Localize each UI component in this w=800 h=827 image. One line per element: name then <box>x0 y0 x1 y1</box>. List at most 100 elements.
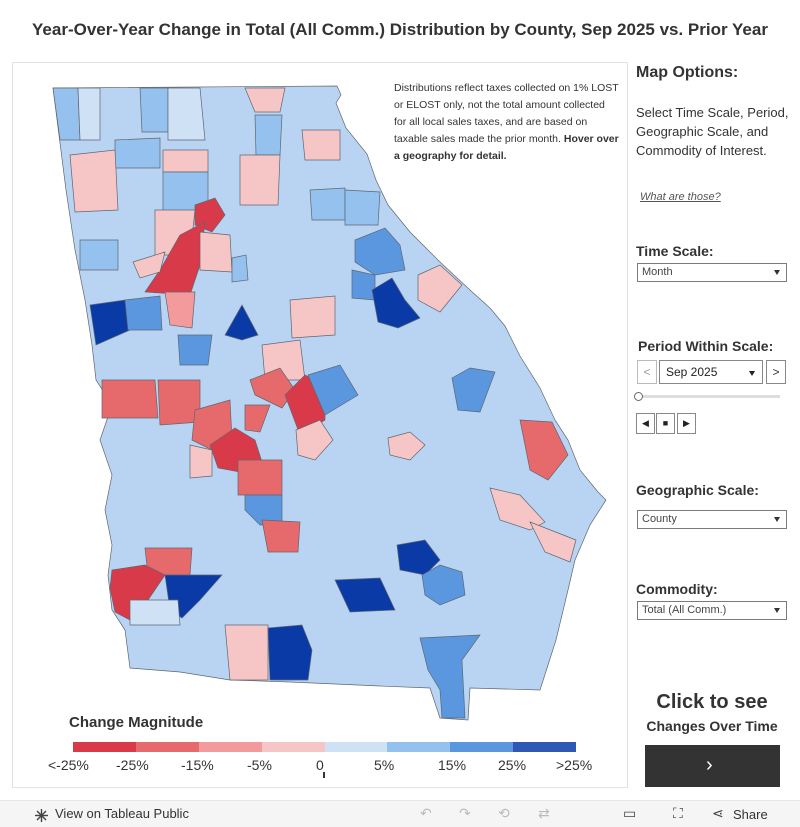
tableau-toolbar: View on Tableau Public ↶ ↷ ⟲ ⇄ ▭ ⛶ ⋖ Sha… <box>0 800 800 827</box>
georgia-map-group <box>52 85 607 721</box>
county-bryan <box>529 521 577 563</box>
what-are-those-link[interactable]: What are those? <box>640 191 721 203</box>
cta-subheading: Changes Over Time <box>646 718 778 734</box>
legend-swatch-7 <box>450 742 514 752</box>
cta-heading: Click to see <box>656 691 768 713</box>
map-options-title: Map Options: <box>636 64 739 81</box>
legend-swatch-3 <box>198 742 262 752</box>
county-houston <box>237 459 283 496</box>
county-hancock <box>307 364 359 416</box>
step-forward-icon: ▶ <box>683 418 690 428</box>
chevron-down-icon <box>774 270 780 275</box>
county-gordon <box>114 137 161 169</box>
changes-over-time-button[interactable]: › <box>645 745 780 787</box>
chevron-right-icon: > <box>772 365 780 379</box>
county-floyd <box>69 149 119 213</box>
county-crisp <box>261 519 301 553</box>
county-monroe <box>244 404 271 433</box>
view-on-tableau-link[interactable]: View on Tableau Public <box>55 806 189 821</box>
period-label: Period Within Scale: <box>638 338 774 354</box>
step-forward-button[interactable]: ▶ <box>677 413 696 434</box>
time-scale-select[interactable]: Month <box>637 263 787 282</box>
county-union <box>244 87 286 113</box>
step-back-button[interactable]: ◀ <box>636 413 655 434</box>
county-columbia <box>371 277 421 329</box>
county-meriwether <box>157 379 201 426</box>
legend-label-4: -5% <box>247 757 272 773</box>
period-control: < Sep 2025 > <box>637 360 787 384</box>
legend-swatch-6 <box>387 742 451 752</box>
county-wilkes <box>351 269 376 301</box>
geographic-scale-select[interactable]: County <box>637 510 787 529</box>
county-carroll <box>124 295 163 331</box>
county-elbert <box>354 227 406 276</box>
county-crawford <box>189 444 213 479</box>
stop-button[interactable]: ■ <box>656 413 675 434</box>
geographic-scale-label: Geographic Scale: <box>636 482 759 498</box>
legend-swatch-4 <box>261 742 325 752</box>
county-murray <box>167 87 206 141</box>
fullscreen-icon[interactable]: ⛶ <box>673 805 683 821</box>
geographic-scale-value: County <box>642 513 677 525</box>
page-title: Year-Over-Year Change in Total (All Comm… <box>32 20 768 39</box>
map-note-text: Distributions reflect taxes collected on… <box>394 82 619 145</box>
legend-zero-tick <box>323 772 325 778</box>
time-scale-value: Month <box>642 266 673 278</box>
county-whitfield <box>139 87 169 133</box>
county-white <box>254 114 283 156</box>
map-options-description: Select Time Scale, Period, Geographic Sc… <box>636 105 789 158</box>
county-walker <box>77 87 101 141</box>
county-hall <box>239 154 281 206</box>
county-ware <box>419 634 481 719</box>
chevron-down-icon <box>774 608 780 613</box>
legend-swatch-5 <box>324 742 388 752</box>
legend-swatch-8 <box>513 742 576 752</box>
county-dade <box>52 87 81 141</box>
county-coffee <box>334 577 396 613</box>
period-slider-handle[interactable] <box>634 392 643 401</box>
share-button[interactable]: Share <box>733 807 768 822</box>
redo-icon[interactable]: ↷ <box>459 805 471 821</box>
legend-swatch-2 <box>135 742 199 752</box>
legend-label-1: <-25% <box>48 757 89 773</box>
legend-swatch-1 <box>73 742 136 752</box>
undo-icon[interactable]: ↶ <box>420 805 432 821</box>
chevron-right-icon: › <box>706 754 713 776</box>
comment-icon[interactable]: ▭ <box>623 805 637 821</box>
legend-bar <box>73 742 576 752</box>
refresh-icon[interactable]: ⇄ <box>538 805 550 821</box>
county-polk <box>79 239 119 271</box>
county-early <box>129 599 181 626</box>
commodity-select[interactable]: Total (All Comm.) <box>637 601 787 620</box>
county-washington <box>387 431 426 461</box>
legend-label-6: 5% <box>374 757 395 773</box>
county-fayette <box>164 291 196 329</box>
share-icon[interactable]: ⋖ <box>712 805 724 821</box>
chevron-down-icon <box>774 517 780 522</box>
county-hart <box>344 189 381 226</box>
step-back-icon: ◀ <box>642 418 649 428</box>
map-note: Distributions reflect taxes collected on… <box>394 80 619 165</box>
map-note-hover: Hover over a geography for detail. <box>394 133 619 162</box>
period-next-button[interactable]: > <box>766 360 786 384</box>
legend-label-2: -25% <box>116 757 149 773</box>
period-slider[interactable] <box>634 392 780 401</box>
time-scale-label: Time Scale: <box>636 243 714 259</box>
legend-label-3: -15% <box>181 757 214 773</box>
county-morgan <box>177 334 213 366</box>
chevron-down-icon <box>749 371 755 376</box>
revert-icon[interactable]: ⟲ <box>498 805 510 821</box>
county-lincoln <box>417 264 463 313</box>
period-value: Sep 2025 <box>666 365 718 379</box>
period-prev-button[interactable]: < <box>637 360 657 384</box>
legend-label-5: 0 <box>316 757 324 773</box>
period-select[interactable]: Sep 2025 <box>659 360 763 384</box>
county-screven <box>519 419 569 481</box>
commodity-value: Total (All Comm.) <box>642 604 727 616</box>
county-baldwin <box>295 419 334 461</box>
county-jeff-davis <box>396 539 441 576</box>
county-stephens <box>301 129 341 161</box>
tableau-logo-icon <box>35 809 48 822</box>
legend-label-9: >25% <box>556 757 593 773</box>
